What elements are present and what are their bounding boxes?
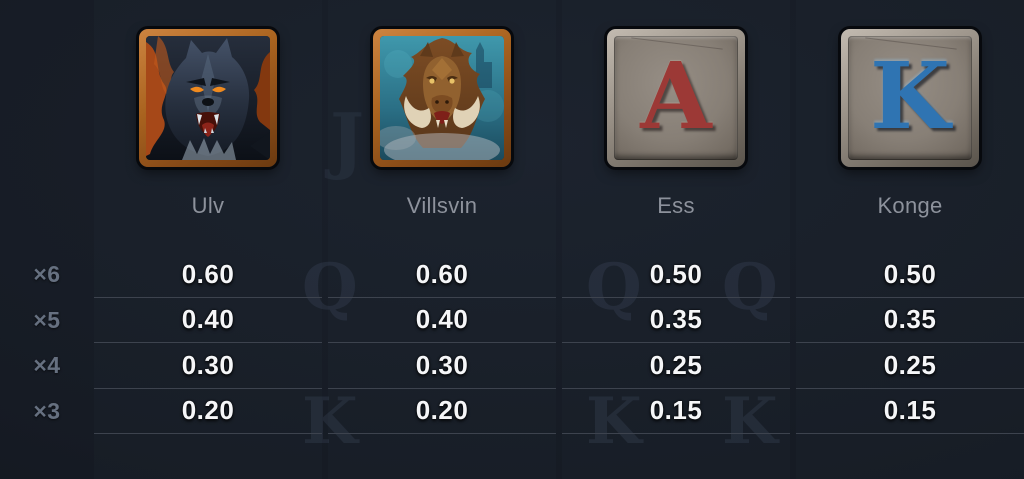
ghost-reel-symbol: K	[302, 384, 358, 459]
ace-tile: A	[607, 29, 745, 167]
payout-value: 0.25	[883, 349, 937, 380]
ghost-reel-symbol: Q	[586, 250, 642, 325]
payout-column-ulv: 0.60 0.40 0.30 0.20	[94, 252, 322, 434]
boar-symbol-art	[380, 36, 504, 160]
symbol-wolf: Ulv	[94, 29, 322, 219]
payout-value: 0.40	[415, 304, 469, 335]
symbol-label-ess: Ess	[657, 193, 695, 218]
symbol-boar: Villsvin	[328, 29, 556, 219]
payout-value: 0.50	[649, 258, 703, 289]
multiplier-column: ×6 ×5 ×4 ×3	[0, 252, 94, 434]
ace-letter: A	[640, 42, 712, 150]
multiplier-label: ×6	[33, 261, 61, 288]
payout-column-villsvin: 0.60 0.40 0.30 0.20	[328, 252, 556, 434]
payout-value: 0.25	[649, 349, 703, 380]
ghost-reel-symbol: K	[586, 384, 642, 459]
king-letter: K	[870, 42, 950, 150]
payout-value: 0.20	[415, 395, 469, 426]
ghost-reel-symbol: K	[722, 384, 778, 459]
wolf-tile	[139, 29, 277, 167]
symbol-label-ulv: Ulv	[191, 193, 225, 218]
payout-value: 0.15	[883, 395, 937, 426]
ghost-reel-symbol: Q	[302, 250, 358, 325]
paytable: ×6 ×5 ×4 ×3 0.60 0.40 0.30 0.20 0.60 0.4…	[0, 252, 1024, 434]
symbol-ace: A Ess	[562, 29, 790, 219]
multiplier-label: ×3	[33, 397, 61, 424]
boar-tile	[373, 29, 511, 167]
payout-value: 0.15	[649, 395, 703, 426]
symbol-label-villsvin: Villsvin	[406, 193, 478, 218]
payout-value: 0.20	[181, 395, 235, 426]
payout-value: 0.30	[181, 349, 235, 380]
payout-value: 0.35	[649, 304, 703, 335]
payout-value: 0.60	[415, 258, 469, 289]
ghost-reel-symbol: J	[330, 97, 365, 182]
payout-value: 0.50	[883, 258, 937, 289]
payout-column-ess: 0.50 0.35 0.25 0.15	[562, 252, 790, 434]
multiplier-label: ×5	[33, 306, 61, 333]
payout-value: 0.35	[883, 304, 937, 335]
king-tile: K	[841, 29, 979, 167]
payout-column-konge: 0.50 0.35 0.25 0.15	[796, 252, 1024, 434]
symbol-label-konge: Konge	[877, 193, 943, 218]
ghost-reel-symbol: Q	[722, 250, 778, 325]
payout-value: 0.30	[415, 349, 469, 380]
payout-value: 0.60	[181, 258, 235, 289]
wolf-symbol-art	[146, 36, 270, 160]
multiplier-label: ×4	[33, 352, 61, 379]
payout-value: 0.40	[181, 304, 235, 335]
symbol-king: K Konge	[796, 29, 1024, 219]
